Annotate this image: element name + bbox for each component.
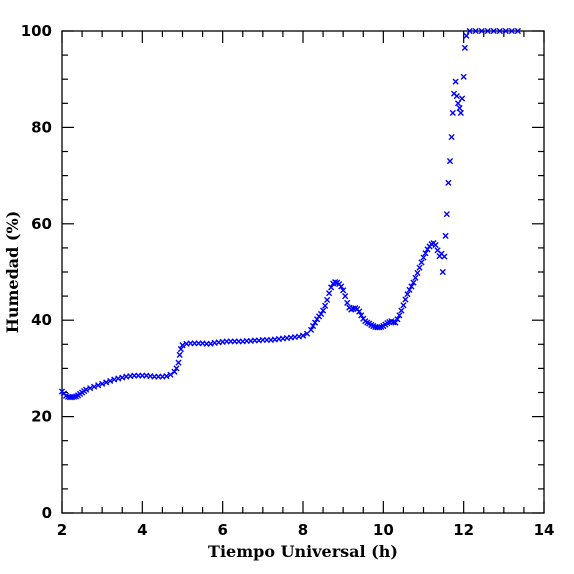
- data-point: [392, 319, 399, 326]
- data-point: [484, 27, 491, 35]
- data-points: [58, 27, 521, 401]
- data-point: [460, 73, 467, 80]
- data-point: [453, 92, 460, 100]
- data-point: [472, 27, 479, 35]
- y-axis-title: Humedad (%): [3, 211, 22, 334]
- data-point: [410, 279, 417, 286]
- data-point: [408, 283, 415, 290]
- data-point: [404, 291, 411, 298]
- x-tick-label: 8: [298, 521, 308, 539]
- y-tick-label: 60: [31, 215, 52, 233]
- data-point: [461, 44, 468, 51]
- data-point: [107, 377, 114, 385]
- data-point: [432, 241, 439, 249]
- data-point: [502, 27, 509, 35]
- data-point: [309, 322, 317, 330]
- data-point: [418, 259, 425, 266]
- y-tick-label: 100: [21, 22, 52, 40]
- data-point: [299, 332, 307, 339]
- data-point: [457, 109, 464, 117]
- data-point: [441, 253, 448, 260]
- data-point: [344, 299, 351, 306]
- data-point: [311, 319, 319, 326]
- x-axis-title: Tiempo Universal (h): [208, 542, 398, 561]
- data-point: [514, 27, 521, 35]
- data-point: [99, 380, 106, 387]
- data-point: [167, 371, 174, 378]
- y-tick-label: 40: [31, 311, 52, 329]
- data-point: [326, 290, 333, 297]
- data-point: [328, 284, 335, 291]
- y-tick-label: 80: [31, 118, 52, 136]
- data-point: [338, 283, 345, 290]
- data-point: [87, 385, 94, 392]
- data-point: [496, 27, 503, 35]
- data-point: [443, 211, 450, 218]
- data-point: [452, 78, 459, 85]
- data-point: [394, 316, 401, 323]
- data-point: [163, 373, 170, 380]
- plot-frame: [61, 30, 545, 514]
- data-point: [179, 342, 186, 349]
- data-point: [396, 312, 403, 319]
- axis-ticks: [61, 30, 545, 514]
- x-tick-label: 4: [137, 521, 147, 539]
- data-point: [422, 250, 429, 257]
- data-point: [91, 383, 98, 390]
- data-point: [340, 287, 347, 294]
- data-point: [83, 386, 90, 393]
- data-point: [95, 382, 102, 389]
- data-point: [412, 274, 419, 281]
- x-tick-label: 12: [453, 521, 474, 539]
- data-point: [456, 105, 463, 112]
- data-point: [463, 32, 470, 39]
- data-point: [400, 302, 407, 309]
- data-point: [445, 179, 452, 186]
- data-point: [478, 27, 485, 35]
- data-point: [321, 302, 329, 309]
- data-point: [173, 365, 180, 372]
- x-tick-label: 10: [373, 521, 394, 539]
- data-point: [448, 133, 455, 141]
- data-point: [454, 100, 462, 107]
- data-point: [416, 264, 423, 271]
- data-point: [342, 293, 349, 300]
- x-tick-label: 6: [217, 521, 227, 539]
- data-point: [356, 308, 363, 315]
- data-point: [317, 310, 325, 318]
- data-point: [466, 27, 473, 35]
- data-point: [307, 326, 315, 333]
- data-point: [324, 296, 331, 304]
- x-tick-label: 2: [57, 521, 67, 539]
- y-tick-label: 0: [42, 504, 52, 522]
- data-point: [358, 312, 365, 319]
- data-point: [319, 307, 327, 314]
- data-point: [490, 27, 497, 35]
- tick-labels: 2 4 6 8 10 12 14 0 20 40 60 80 100: [21, 22, 555, 539]
- data-point: [420, 254, 427, 261]
- data-point: [439, 268, 446, 276]
- data-point: [508, 27, 515, 35]
- data-point: [446, 158, 454, 165]
- data-point: [103, 379, 110, 386]
- data-point: [398, 307, 405, 314]
- data-point: [177, 346, 184, 353]
- data-point: [406, 286, 413, 293]
- data-point: [171, 368, 178, 375]
- data-point: [449, 109, 456, 117]
- x-tick-label: 14: [534, 521, 555, 539]
- data-point: [442, 232, 449, 239]
- y-tick-label: 20: [31, 408, 52, 426]
- data-point: [175, 359, 182, 366]
- data-point: [414, 269, 421, 277]
- data-point: [176, 351, 183, 358]
- data-point: [458, 95, 466, 102]
- data-point: [402, 296, 409, 303]
